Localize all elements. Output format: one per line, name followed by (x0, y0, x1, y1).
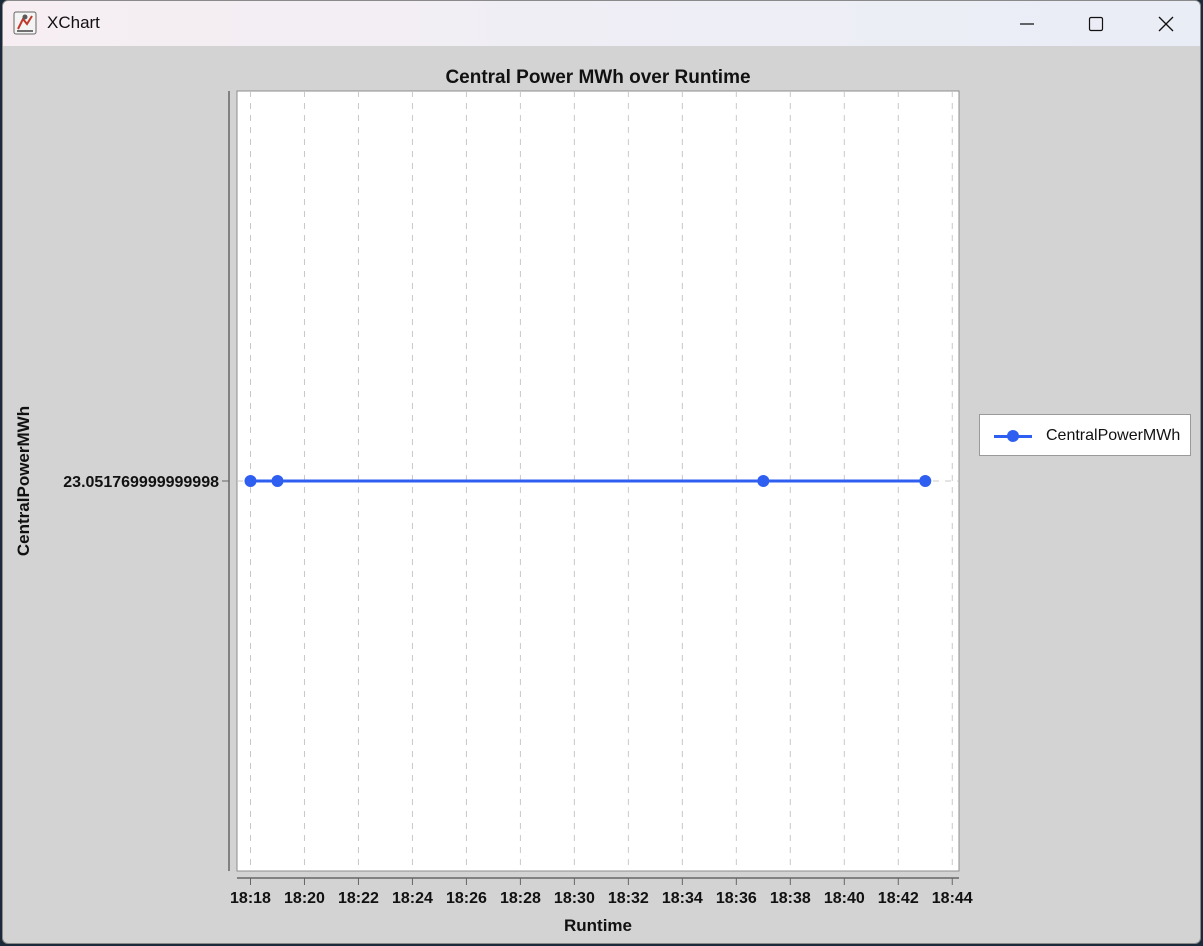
x-tick-label: 18:28 (500, 890, 541, 907)
data-point (271, 475, 284, 487)
legend-marker-swatch (1007, 430, 1019, 442)
java-app-icon (13, 11, 37, 35)
x-tick-label: 18:38 (770, 890, 811, 907)
series-group (244, 475, 932, 487)
maximize-button[interactable] (1061, 1, 1131, 46)
chart-panel: Central Power MWh over Runtime 18:18 18:2… (3, 46, 1200, 943)
legend-label: CentralPowerMWh (1046, 427, 1181, 444)
x-axis-ticks: 18:18 18:20 18:22 18:24 18:26 18:28 18:30 18:32… (230, 878, 973, 907)
x-tick-label: 18:40 (824, 890, 865, 907)
x-tick-label: 18:30 (554, 890, 595, 907)
x-tick-label: 18:24 (392, 890, 433, 907)
chart-legend: CentralPowerMWh (979, 414, 1191, 456)
minimize-button[interactable] (992, 1, 1062, 46)
y-tick-label: 23.051769999999998 (63, 474, 219, 491)
close-button[interactable] (1131, 1, 1200, 46)
y-axis-title: CentralPowerMWh (14, 406, 33, 556)
minimize-icon (1020, 22, 1034, 25)
x-tick-label: 18:22 (338, 890, 379, 907)
maximize-icon (1088, 16, 1104, 31)
data-point (757, 475, 770, 487)
x-axis-title: Runtime (564, 916, 632, 935)
data-point (919, 475, 932, 487)
y-axis-ticks: 23.051769999999998 (63, 474, 229, 491)
data-point (244, 475, 257, 487)
x-tick-label: 18:36 (716, 890, 757, 907)
chart-title: Central Power MWh over Runtime (445, 67, 750, 88)
x-tick-label: 18:18 (230, 890, 271, 907)
x-tick-label: 18:32 (608, 890, 649, 907)
x-tick-label: 18:42 (878, 890, 919, 907)
x-tick-label: 18:20 (284, 890, 325, 907)
window-title: XChart (47, 13, 100, 32)
x-tick-label: 18:44 (932, 890, 973, 907)
x-tick-label: 18:26 (446, 890, 487, 907)
x-tick-label: 18:34 (662, 890, 703, 907)
title-bar[interactable]: XChart (3, 1, 1200, 46)
close-icon (1158, 16, 1174, 31)
